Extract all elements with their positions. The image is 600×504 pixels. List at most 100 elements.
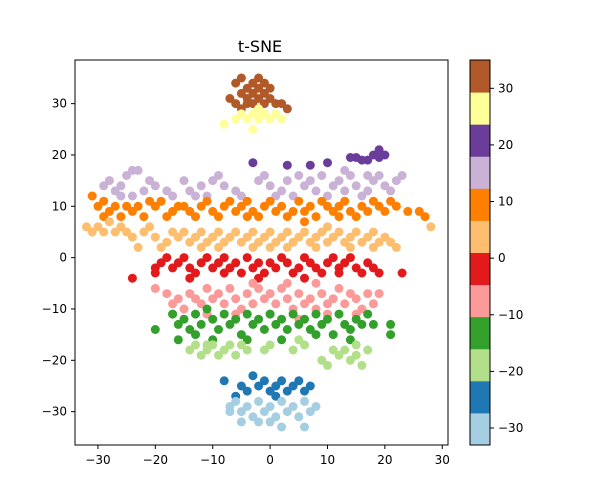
scatter-point	[254, 104, 264, 114]
scatter-point	[277, 186, 287, 196]
scatter-point	[294, 376, 304, 386]
scatter-point	[254, 73, 264, 83]
scatter-point	[328, 330, 338, 340]
scatter-point	[271, 206, 281, 216]
scatter-point	[277, 314, 287, 324]
scatter-point	[300, 422, 309, 432]
scatter-point	[363, 289, 373, 299]
scatter-point	[254, 381, 264, 391]
scatter-point	[340, 186, 350, 196]
colorbar-segment	[470, 156, 490, 189]
x-tick-label: −10	[200, 453, 225, 467]
scatter-point	[282, 325, 292, 334]
scatter-point	[150, 181, 160, 191]
scatter-point	[351, 227, 361, 237]
scatter-point	[317, 319, 327, 329]
scatter-point	[214, 325, 223, 334]
scatter-point	[334, 212, 344, 222]
scatter-point	[345, 325, 355, 334]
scatter-point	[202, 283, 212, 293]
scatter-point	[179, 314, 189, 324]
scatter-point	[282, 227, 292, 237]
scatter-point	[265, 227, 275, 237]
scatter-point	[282, 104, 292, 114]
scatter-point	[300, 386, 309, 396]
scatter-point	[231, 396, 241, 406]
scatter-point	[357, 201, 367, 211]
scatter-point	[340, 196, 350, 206]
scatter-point	[133, 165, 143, 175]
scatter-point	[116, 222, 126, 232]
scatter-point	[288, 309, 298, 319]
scatter-point	[173, 258, 183, 268]
plot-area-frame	[74, 59, 449, 446]
scatter-point	[271, 319, 281, 329]
colorbar-segment	[470, 380, 490, 414]
colorbar-segment	[470, 348, 490, 382]
scatter-point	[317, 268, 327, 278]
scatter-point	[363, 345, 373, 355]
scatter-point	[196, 242, 206, 252]
y-tick-label: −10	[42, 302, 67, 316]
scatter-point	[179, 176, 189, 186]
scatter-point	[254, 212, 264, 222]
colorbar-tick-label: −20	[498, 364, 523, 378]
scatter-point	[397, 171, 407, 180]
scatter-point	[271, 263, 281, 273]
scatter-point	[127, 273, 137, 283]
scatter-point	[265, 242, 275, 252]
scatter-point	[323, 314, 332, 324]
scatter-point	[323, 258, 332, 268]
scatter-point	[397, 268, 407, 278]
scatter-point	[351, 181, 361, 191]
scatter-point	[231, 294, 241, 304]
scatter-point	[139, 186, 149, 196]
scatter-point	[236, 237, 246, 247]
colorbar-tick-label: −10	[498, 308, 523, 322]
colorbar-segment	[470, 412, 490, 446]
scatter-point	[311, 309, 321, 319]
scatter-point	[122, 171, 132, 180]
scatter-point	[294, 319, 304, 329]
scatter-point	[317, 171, 327, 180]
scatter-point	[277, 422, 287, 432]
scatter-point	[340, 258, 350, 268]
scatter-point	[288, 206, 298, 216]
scatter-point	[391, 242, 401, 252]
y-tick-label: −20	[42, 353, 67, 367]
scatter-point	[351, 212, 361, 222]
scatter-point	[104, 206, 114, 216]
scatter-point	[225, 196, 235, 206]
scatter-point	[363, 309, 373, 319]
scatter-point	[414, 206, 424, 216]
scatter-point	[271, 109, 281, 119]
colorbar-segment	[470, 220, 490, 253]
scatter-point	[116, 191, 126, 201]
x-tick-label: −20	[143, 453, 168, 467]
colorbar-segment	[470, 284, 490, 318]
scatter-point	[368, 242, 378, 252]
scatter-point	[386, 319, 396, 329]
scatter-point	[219, 119, 229, 129]
x-tick-label: −30	[85, 453, 110, 467]
scatter-point	[282, 278, 292, 288]
scatter-point	[133, 201, 143, 211]
scatter-point	[311, 330, 321, 340]
scatter-point	[225, 407, 235, 417]
scatter-point	[254, 258, 264, 268]
scatter-point	[294, 171, 304, 180]
colorbar-frame	[469, 59, 491, 446]
scatter-point	[328, 294, 338, 304]
scatter-point	[340, 165, 350, 175]
scatter-point	[282, 176, 292, 186]
scatter-point	[225, 319, 235, 329]
scatter-point	[173, 294, 183, 304]
scatter-point	[87, 227, 97, 237]
scatter-point	[328, 206, 338, 216]
scatter-point	[225, 94, 235, 103]
scatter-point	[162, 253, 172, 263]
scatter-point	[368, 227, 378, 237]
colorbar-segment	[470, 252, 490, 286]
scatter-point	[208, 176, 218, 186]
scatter-point	[334, 350, 344, 360]
